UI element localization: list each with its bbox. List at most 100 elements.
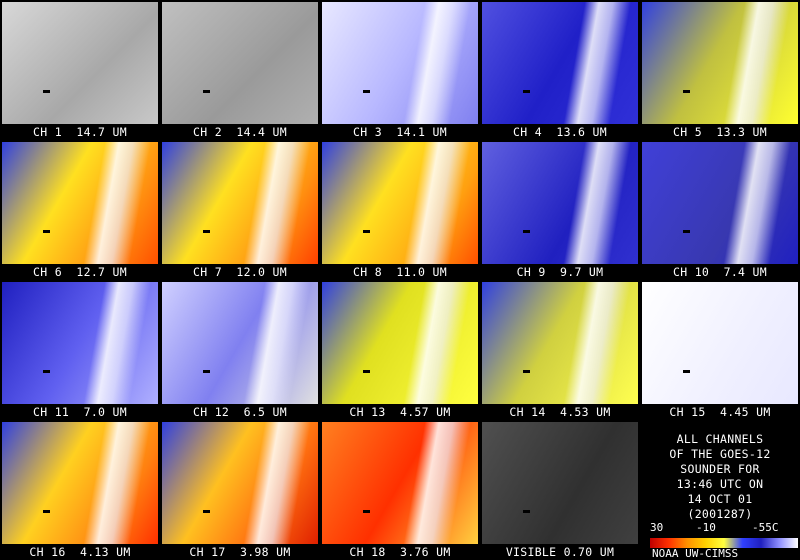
cloud-band — [482, 142, 638, 264]
channel-panel: CH 17 3.98 UM — [160, 420, 320, 560]
channel-image — [2, 282, 158, 404]
info-line: SOUNDER FOR — [680, 462, 760, 476]
channel-image — [2, 2, 158, 124]
channel-image — [482, 2, 638, 124]
channel-image — [322, 142, 478, 264]
colorbar-label: -10 — [696, 521, 716, 534]
credit: NOAA UW-CIMSS — [652, 547, 739, 560]
cloud-band — [2, 422, 158, 544]
channel-panel: CH 8 11.0 UM — [320, 140, 480, 280]
channel-image — [162, 142, 318, 264]
cloud-band — [642, 142, 798, 264]
channel-image — [162, 422, 318, 544]
info-line: 13:46 UTC ON — [676, 477, 764, 491]
channel-panel: CH 1 14.7 UM — [0, 0, 160, 140]
channel-panel: CH 2 14.4 UM — [160, 0, 320, 140]
marker — [363, 510, 370, 513]
channel-panel: CH 15 4.45 UM — [640, 280, 800, 420]
channel-image — [2, 422, 158, 544]
channel-label: CH 12 6.5 UM — [193, 405, 287, 419]
colorbar-label: 30 — [650, 521, 664, 534]
cloud-band — [2, 282, 158, 404]
cloud-band — [322, 422, 478, 544]
marker — [363, 230, 370, 233]
channel-panel: CH 11 7.0 UM — [0, 280, 160, 420]
marker — [683, 370, 690, 373]
channel-image — [642, 2, 798, 124]
marker — [43, 90, 50, 93]
channel-label: CH 10 7.4 UM — [673, 265, 767, 279]
channel-label: CH 16 4.13 UM — [29, 545, 131, 559]
marker — [523, 370, 530, 373]
channel-label: CH 2 14.4 UM — [193, 125, 287, 139]
channel-image — [322, 282, 478, 404]
marker — [363, 370, 370, 373]
channel-image — [482, 142, 638, 264]
channel-image — [322, 2, 478, 124]
cloud-band — [162, 422, 318, 544]
channel-panel: CH 4 13.6 UM — [480, 0, 640, 140]
channel-label: CH 15 4.45 UM — [669, 405, 771, 419]
info-line: OF THE GOES-12 — [669, 447, 771, 461]
channel-panel: CH 14 4.53 UM — [480, 280, 640, 420]
channel-panel: CH 9 9.7 UM — [480, 140, 640, 280]
cloud-band — [322, 142, 478, 264]
cloud-band — [2, 142, 158, 264]
cloud-band — [162, 282, 318, 404]
channel-label: CH 18 3.76 UM — [349, 545, 451, 559]
channel-image — [322, 422, 478, 544]
channel-label: CH 9 9.7 UM — [516, 265, 604, 279]
marker — [523, 230, 530, 233]
marker — [683, 230, 690, 233]
channel-label: CH 6 12.7 UM — [33, 265, 127, 279]
marker — [43, 510, 50, 513]
colorbar-label: -55C — [752, 521, 779, 534]
channel-image — [162, 2, 318, 124]
channel-panel: CH 16 4.13 UM — [0, 420, 160, 560]
channel-image — [482, 422, 638, 544]
channel-label: CH 3 14.1 UM — [353, 125, 447, 139]
info-line: ALL CHANNELS — [676, 432, 764, 446]
marker — [203, 510, 210, 513]
channel-label: CH 17 3.98 UM — [189, 545, 291, 559]
channel-image — [642, 282, 798, 404]
marker — [203, 90, 210, 93]
marker — [43, 370, 50, 373]
marker — [43, 230, 50, 233]
channel-panel: CH 10 7.4 UM — [640, 140, 800, 280]
channel-panel: CH 5 13.3 UM — [640, 0, 800, 140]
channel-panel: CH 3 14.1 UM — [320, 0, 480, 140]
channel-label: CH 14 4.53 UM — [509, 405, 611, 419]
channel-panel: CH 7 12.0 UM — [160, 140, 320, 280]
channel-panel: CH 6 12.7 UM — [0, 140, 160, 280]
cloud-band — [322, 282, 478, 404]
channel-image — [2, 142, 158, 264]
channel-label: CH 13 4.57 UM — [349, 405, 451, 419]
marker — [203, 370, 210, 373]
channel-label: CH 7 12.0 UM — [193, 265, 287, 279]
channel-label: VISIBLE 0.70 UM — [505, 545, 615, 559]
cloud-band — [162, 142, 318, 264]
marker — [523, 90, 530, 93]
channel-label: CH 8 11.0 UM — [353, 265, 447, 279]
channel-label: CH 5 13.3 UM — [673, 125, 767, 139]
info-line: (2001287) — [687, 507, 753, 521]
channel-panel: VISIBLE 0.70 UM — [480, 420, 640, 560]
channel-image — [162, 282, 318, 404]
channel-label: CH 1 14.7 UM — [33, 125, 127, 139]
marker — [363, 90, 370, 93]
marker — [683, 90, 690, 93]
channel-label: CH 4 13.6 UM — [513, 125, 607, 139]
cloud-band — [642, 2, 798, 124]
cloud-band — [482, 282, 638, 404]
cloud-band — [322, 2, 478, 124]
cloud-band — [482, 2, 638, 124]
channel-image — [642, 142, 798, 264]
info-panel: ALL CHANNELS OF THE GOES-12 SOUNDER FOR … — [640, 420, 800, 560]
colorbar — [650, 538, 798, 548]
marker — [203, 230, 210, 233]
channel-panel: CH 13 4.57 UM — [320, 280, 480, 420]
info-line: 14 OCT 01 — [687, 492, 753, 506]
channel-label: CH 11 7.0 UM — [33, 405, 127, 419]
